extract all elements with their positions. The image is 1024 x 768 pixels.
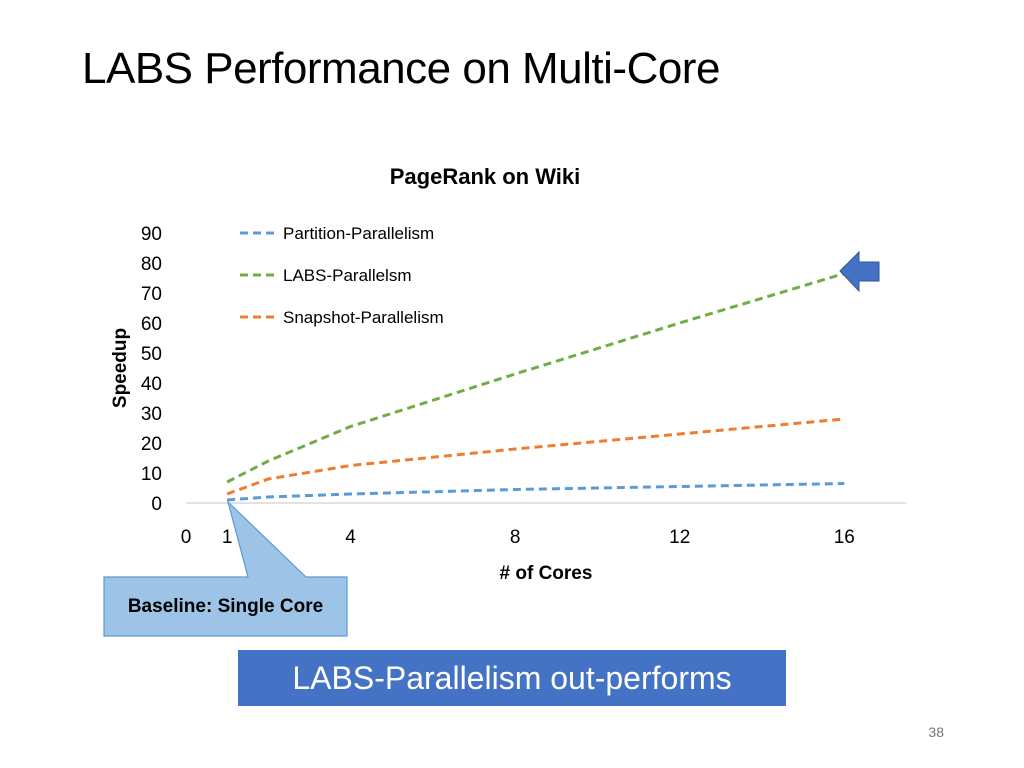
callout-label: Baseline: Single Core: [127, 595, 324, 617]
x-axis-label: # of Cores: [500, 563, 593, 584]
legend: Partition-Parallelism LABS-Parallelsm Snap…: [240, 224, 444, 327]
y-tick-label: 40: [141, 374, 162, 395]
series-lines: [226, 272, 845, 502]
legend-label: LABS-Parallelsm: [283, 266, 412, 285]
x-tick-label: 8: [510, 527, 521, 548]
left-arrow-icon: [839, 250, 880, 293]
y-tick-label: 50: [141, 344, 162, 365]
x-tick-label: 0: [181, 527, 192, 548]
y-tick-label: 30: [141, 404, 162, 425]
y-tick-label: 60: [141, 314, 162, 335]
y-tick-label: 80: [141, 254, 162, 275]
y-axis-ticks: 0 10 20 30 40 50 60 70 80 90: [141, 224, 162, 515]
legend-label: Partition-Parallelism: [283, 224, 434, 243]
series-line-2: [226, 417, 845, 496]
x-tick-label: 12: [669, 527, 690, 548]
x-axis-ticks: 0 1 4 8 12 16: [181, 527, 855, 548]
y-tick-label: 70: [141, 284, 162, 305]
slide-title: LABS Performance on Multi-Core: [82, 44, 720, 93]
x-tick-label: 4: [345, 527, 356, 548]
baseline-callout: [103, 500, 348, 637]
legend-label: Snapshot-Parallelism: [283, 308, 444, 327]
page-number: 38: [928, 724, 944, 740]
series-line-0: [226, 482, 845, 502]
series-line-1: [226, 272, 845, 484]
x-tick-label: 1: [222, 527, 233, 548]
y-axis-label: Speedup: [110, 328, 131, 408]
x-tick-label: 16: [834, 527, 855, 548]
chart-title: PageRank on Wiki: [390, 164, 581, 189]
y-tick-label: 0: [151, 494, 162, 515]
y-tick-label: 90: [141, 224, 162, 245]
y-tick-label: 10: [141, 464, 162, 485]
y-tick-label: 20: [141, 434, 162, 455]
conclusion-banner: LABS-Parallelism out-performs: [238, 650, 786, 706]
